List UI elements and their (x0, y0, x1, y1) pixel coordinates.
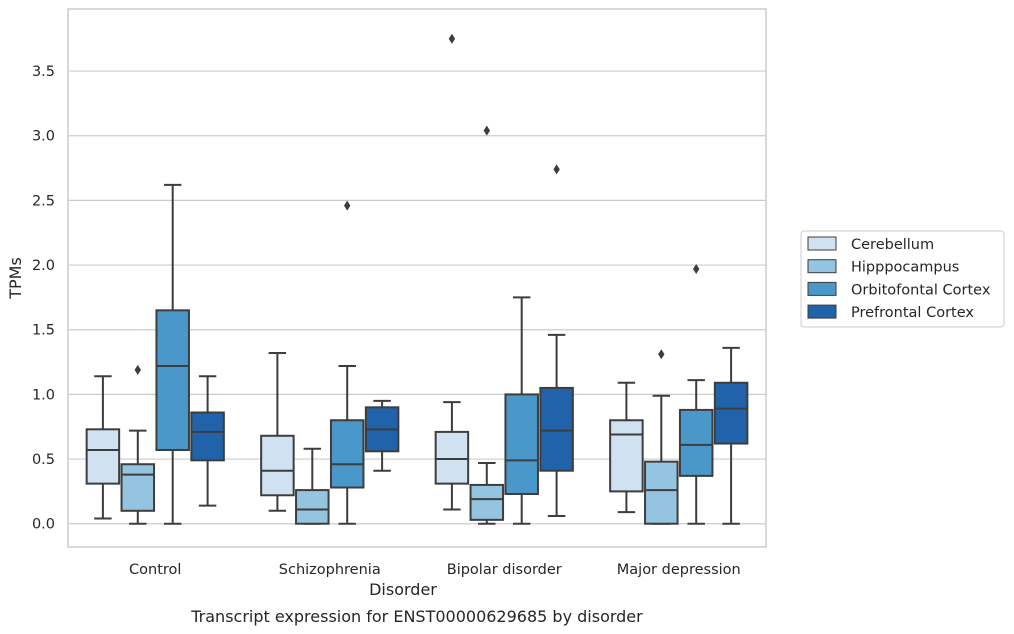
box-iqr (120, 463, 156, 512)
outlier-point (483, 125, 490, 136)
y-tick-labels: 0.0 0.5 1.0 1.5 2.0 2.5 3.0 3.5 (32, 64, 55, 533)
box-orbitofontal-cortex (678, 263, 714, 525)
y-tick-label: 2.0 (32, 258, 55, 274)
box-iqr (190, 411, 225, 462)
box-cerebellum (434, 33, 470, 511)
legend-frame (800, 230, 1005, 328)
outlier-point (134, 364, 141, 375)
box-cerebellum (260, 352, 295, 512)
y-tick-label: 3.5 (32, 64, 55, 80)
box-prefrontal-cortex (190, 375, 225, 507)
y-tick-label: 3.0 (32, 129, 55, 145)
y-tick-label: 1.5 (32, 323, 55, 339)
plot-frame (67, 8, 767, 548)
legend-label: Orbitofontal Cortex (851, 282, 991, 298)
box-iqr (609, 419, 644, 493)
legend-swatch (807, 281, 837, 296)
box-iqr (329, 419, 365, 489)
box-series-layer (85, 33, 749, 525)
box-iqr (85, 428, 121, 485)
x-tick-label: Major depression (617, 562, 741, 578)
box-orbitofontal-cortex (504, 296, 539, 525)
outlier-point (693, 263, 700, 274)
box-cerebellum (85, 375, 121, 520)
box-prefrontal-cortex (539, 164, 574, 517)
box-prefrontal-cortex (713, 346, 749, 525)
box-iqr (644, 460, 679, 525)
outlier-point (658, 349, 665, 360)
box-iqr (295, 489, 330, 525)
box-orbitofontal-cortex (329, 200, 365, 525)
y-tick-label: 0.5 (32, 452, 55, 468)
box-prefrontal-cortex (364, 399, 400, 472)
box-hipppocampus (120, 364, 156, 525)
x-tick-labels: Control Schizophrenia Bipolar disorder Majo… (129, 562, 741, 578)
box-iqr (713, 381, 749, 445)
legend-swatch (807, 259, 837, 274)
box-iqr (469, 483, 505, 521)
box-iqr (155, 309, 190, 452)
box-cerebellum (609, 381, 644, 514)
box-hipppocampus (644, 349, 679, 525)
legend-label: Prefrontal Cortex (851, 305, 974, 321)
box-iqr (539, 386, 574, 472)
outlier-point (553, 164, 560, 175)
legend: Cerebellum Hipppocampus Orbitofontal Corte… (800, 230, 1005, 328)
legend-swatch (807, 236, 837, 251)
box-hipppocampus (469, 125, 505, 525)
box-orbitofontal-cortex (155, 183, 190, 525)
box-iqr (260, 434, 295, 497)
y-tick-label: 1.0 (32, 387, 55, 403)
legend-label: Cerebellum (851, 237, 934, 253)
y-tick-label: 2.5 (32, 193, 55, 209)
x-axis-label: Disorder (369, 580, 437, 599)
chart-caption: Transcript expression for ENST0000062968… (190, 607, 643, 626)
outlier-point (448, 33, 456, 44)
legend-swatch (807, 304, 837, 319)
y-axis-label: TPMs (6, 257, 25, 300)
box-iqr (678, 408, 714, 477)
box-iqr (504, 393, 539, 495)
outlier-point (344, 200, 351, 211)
x-tick-label: Bipolar disorder (447, 562, 562, 578)
x-tick-label: Control (129, 562, 181, 578)
box-iqr (434, 430, 470, 485)
box-hipppocampus (295, 447, 330, 525)
x-tick-label: Schizophrenia (279, 562, 381, 578)
legend-label: Hipppocampus (851, 260, 959, 276)
y-tick-label: 0.0 (32, 517, 55, 533)
